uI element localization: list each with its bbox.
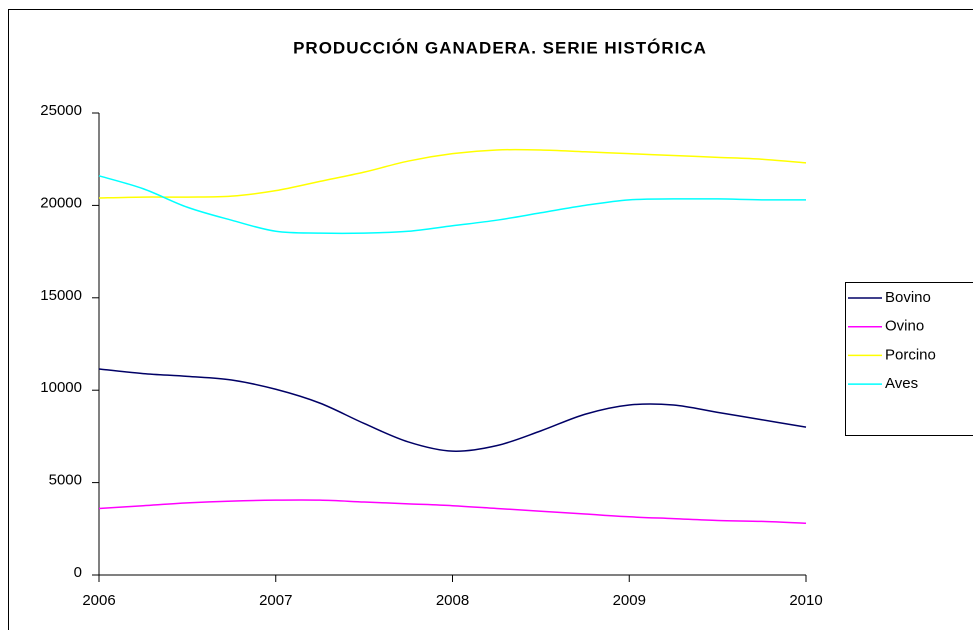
x-tick-label: 2010 — [789, 592, 822, 609]
x-tick-label: 2008 — [436, 592, 469, 609]
y-tick-label: 20000 — [40, 194, 82, 211]
legend-label: Aves — [885, 375, 918, 392]
y-tick-label: 25000 — [40, 102, 82, 119]
series-line — [98, 148, 807, 199]
y-tick-label: 0 — [74, 564, 82, 581]
legend-label: Porcino — [885, 346, 936, 363]
x-tick-label: 2006 — [82, 592, 115, 609]
y-tick-label: 15000 — [40, 287, 82, 304]
x-tick-label: 2007 — [259, 592, 292, 609]
x-tick-label: 2009 — [613, 592, 646, 609]
legend-box — [845, 282, 973, 436]
y-tick-label: 5000 — [49, 472, 82, 489]
chart-title: PRODUCCIÓN GANADERA. SERIE HISTÓRICA — [293, 38, 707, 57]
series-line — [98, 499, 807, 525]
series-line — [98, 368, 807, 453]
legend-label: Ovino — [885, 318, 924, 335]
y-tick-label: 10000 — [40, 379, 82, 396]
series-line — [98, 175, 807, 235]
chart-frame — [8, 9, 973, 630]
legend-label: Bovino — [885, 289, 931, 306]
